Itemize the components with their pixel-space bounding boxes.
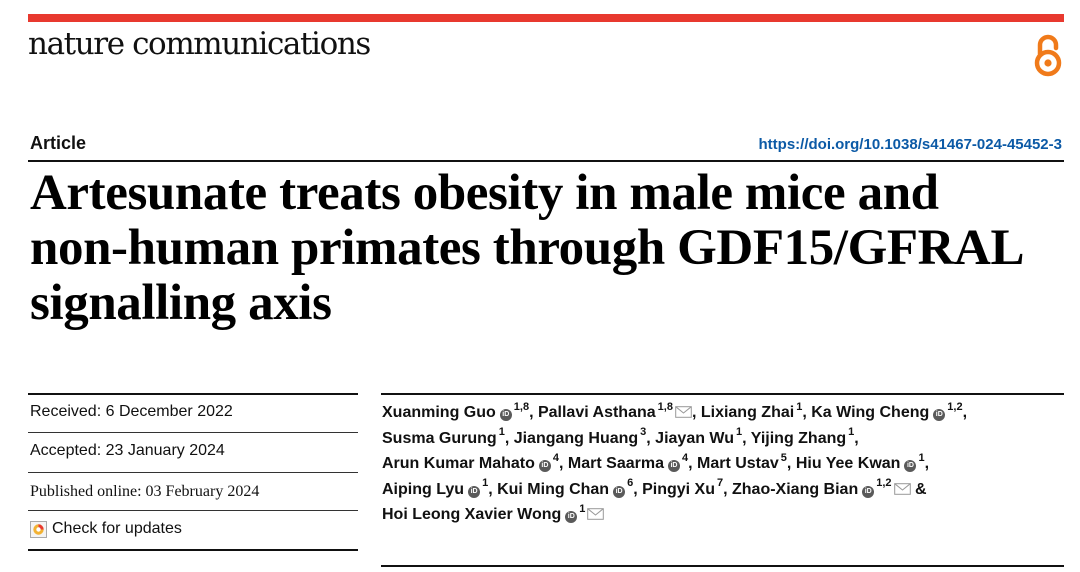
affiliation-number: 1,8 bbox=[513, 400, 530, 413]
author-separator: , bbox=[802, 404, 812, 421]
author-name[interactable]: Kui Ming Chan bbox=[497, 480, 610, 498]
affiliation-number: 1,2 bbox=[876, 477, 892, 490]
mail-icon[interactable] bbox=[587, 503, 605, 520]
received-date: Received: 6 December 2022 bbox=[30, 403, 233, 420]
dates-bottom-rule bbox=[28, 549, 358, 551]
author-name[interactable]: Xuanming Guo bbox=[382, 404, 496, 421]
authors-top-rule bbox=[381, 393, 1064, 395]
author-separator: , bbox=[723, 480, 732, 498]
dates-top-rule bbox=[28, 393, 358, 395]
mail-icon[interactable] bbox=[893, 478, 911, 495]
article-title: Artesunate treats obesity in male mice a… bbox=[30, 166, 1075, 331]
orcid-icon[interactable]: iD bbox=[862, 485, 875, 498]
author-separator: , bbox=[504, 429, 514, 447]
check-for-updates-icon bbox=[30, 520, 47, 538]
affiliation-number: 1 bbox=[736, 426, 743, 439]
orcid-icon[interactable]: iD bbox=[904, 460, 917, 472]
author-separator: , bbox=[488, 480, 498, 498]
article-type-label: Article bbox=[30, 133, 87, 153]
author-name[interactable]: Hoi Leong Xavier Wong bbox=[382, 506, 562, 523]
affiliation-number: 1,2 bbox=[947, 400, 963, 413]
author-name[interactable]: Arun Kumar Mahato bbox=[382, 455, 535, 472]
affiliation-number: 5 bbox=[780, 451, 787, 464]
author-separator: , bbox=[646, 429, 656, 447]
affiliation-number: 1 bbox=[482, 477, 489, 490]
divider bbox=[28, 432, 358, 433]
author-separator: , bbox=[742, 429, 751, 447]
title-rule bbox=[28, 160, 1064, 162]
orcid-icon[interactable]: iD bbox=[538, 460, 551, 472]
orcid-icon[interactable]: iD bbox=[667, 460, 680, 472]
title-line: signalling axis bbox=[30, 275, 332, 331]
accepted-date: Accepted: 23 January 2024 bbox=[30, 442, 225, 459]
affiliation-number: 1 bbox=[498, 426, 505, 439]
author-list: Xuanming Guo iD1,8, Pallavi Asthana 1,8, L… bbox=[382, 400, 1062, 528]
divider bbox=[28, 510, 358, 511]
doi-link[interactable]: https://doi.org/10.1038/s41467-024-45452… bbox=[758, 136, 1063, 153]
author-name[interactable]: Yijing Zhang bbox=[750, 429, 847, 447]
author-name[interactable]: Jiayan Wu bbox=[655, 429, 735, 447]
orcid-icon[interactable]: iD bbox=[933, 409, 946, 421]
author-name[interactable]: Susma Gurung bbox=[382, 429, 497, 447]
affiliation-number: 1,8 bbox=[657, 400, 673, 413]
author-line: Aiping Lyu iD1, Kui Ming Chan iD6, Pingyi … bbox=[382, 477, 1062, 503]
author-line: Xuanming Guo iD1,8, Pallavi Asthana 1,8, L… bbox=[382, 400, 1062, 426]
author-separator: , bbox=[529, 404, 538, 421]
affiliation-number: 7 bbox=[716, 477, 724, 490]
orcid-icon[interactable]: iD bbox=[499, 409, 512, 421]
author-line: Hoi Leong Xavier Wong iD1 bbox=[382, 502, 1062, 528]
affiliation-number: 4 bbox=[552, 451, 560, 464]
orcid-icon[interactable]: iD bbox=[565, 511, 578, 523]
open-access-icon bbox=[1034, 34, 1062, 77]
author-separator: & bbox=[910, 480, 927, 498]
check-for-updates-button[interactable]: Check for updates bbox=[30, 520, 182, 538]
author-name[interactable]: Mart Ustav bbox=[696, 455, 779, 472]
author-separator: , bbox=[786, 455, 796, 472]
author-name[interactable]: Hiu Yee Kwan bbox=[795, 455, 901, 472]
affiliation-number: 1 bbox=[579, 502, 586, 515]
author-name[interactable]: Zhao-Xiang Bian bbox=[732, 480, 859, 498]
affiliation-number: 4 bbox=[681, 451, 689, 464]
title-line: non-human primates through GDF15/GFRAL bbox=[30, 220, 1025, 276]
author-separator: , bbox=[691, 404, 701, 421]
journal-name[interactable]: nature communications bbox=[28, 26, 371, 62]
author-name[interactable]: Ka Wing Cheng bbox=[811, 404, 930, 421]
check-for-updates-label: Check for updates bbox=[52, 520, 182, 537]
orcid-icon[interactable]: iD bbox=[613, 485, 626, 498]
title-line: Artesunate treats obesity in male mice a… bbox=[30, 165, 939, 221]
author-name[interactable]: Pingyi Xu bbox=[642, 480, 715, 498]
author-name[interactable]: Mart Saarma bbox=[567, 455, 664, 472]
author-name[interactable]: Pallavi Asthana bbox=[537, 404, 656, 421]
published-date: Published online: 03 February 2024 bbox=[30, 483, 260, 500]
author-separator: , bbox=[924, 455, 930, 472]
divider bbox=[28, 472, 358, 473]
author-separator: , bbox=[962, 404, 968, 421]
author-separator: , bbox=[559, 455, 568, 472]
author-separator: , bbox=[688, 455, 697, 472]
author-name[interactable]: Lixiang Zhai bbox=[700, 404, 795, 421]
orcid-icon[interactable]: iD bbox=[468, 485, 481, 498]
affiliation-number: 1 bbox=[796, 400, 803, 413]
author-name[interactable]: Aiping Lyu bbox=[382, 480, 465, 498]
author-separator: , bbox=[854, 429, 859, 447]
authors-bottom-rule bbox=[381, 565, 1064, 567]
mail-icon[interactable] bbox=[675, 401, 692, 418]
affiliation-number: 6 bbox=[627, 477, 634, 490]
affiliation-number: 1 bbox=[848, 426, 855, 439]
author-line: Arun Kumar Mahato iD4, Mart Saarma iD4, Ma… bbox=[382, 451, 1062, 477]
affiliation-number: 3 bbox=[640, 426, 647, 439]
affiliation-number: 1 bbox=[918, 451, 925, 464]
author-name[interactable]: Jiangang Huang bbox=[513, 429, 639, 447]
author-separator: , bbox=[633, 480, 643, 498]
journal-accent-bar bbox=[28, 14, 1064, 22]
author-line: Susma Gurung 1, Jiangang Huang 3, Jiayan W… bbox=[382, 426, 1062, 452]
